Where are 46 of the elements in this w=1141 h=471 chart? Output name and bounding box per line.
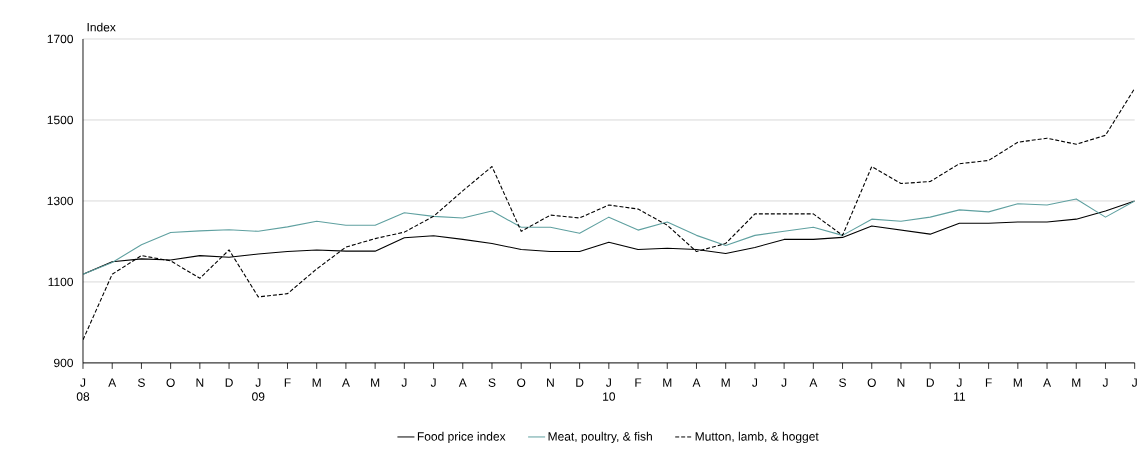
y-tick-label: 1700	[47, 34, 73, 44]
x-tick-label: J	[430, 378, 436, 387]
x-tick-label: A	[458, 378, 467, 387]
y-tick-label: 1300	[47, 196, 73, 206]
legend-label: Food price index	[417, 431, 506, 444]
x-tick-label: A	[1043, 378, 1052, 387]
x-tick-label: F	[635, 378, 642, 387]
x-tick-label: O	[166, 378, 175, 387]
x-tick-label: D	[576, 378, 584, 387]
x-tick-label: O	[517, 378, 526, 387]
x-tick-label: J	[752, 378, 758, 387]
x-tick-label: A	[341, 378, 350, 387]
x-tick-label: M	[371, 378, 380, 387]
x-tick-label: S	[137, 378, 145, 387]
x-tick-label: J	[781, 378, 787, 387]
x-tick-label: M	[721, 378, 730, 387]
x-tick-label: M	[312, 378, 321, 387]
x-tick-label: S	[839, 378, 846, 387]
x-tick-label: N	[897, 378, 905, 387]
x-tick-label: J 10	[603, 378, 616, 401]
x-tick-label: D	[926, 378, 934, 387]
x-tick-label: F	[985, 378, 992, 387]
x-tick-label: N	[196, 378, 204, 387]
x-tick-label: S	[488, 378, 496, 387]
x-tick-label: F	[284, 378, 291, 387]
y-tick-label: 1500	[47, 115, 73, 125]
legend-label: Meat, poultry, & fish	[548, 431, 652, 444]
x-tick-label: M	[1072, 378, 1081, 387]
x-tick-label: A	[692, 378, 701, 387]
x-tick-label: J	[1131, 378, 1137, 387]
x-tick-label: J 09	[252, 378, 265, 401]
x-tick-label: J	[401, 378, 407, 387]
legend-label: Mutton, lamb, & hogget	[695, 431, 819, 444]
x-tick-label: J 08	[76, 378, 90, 401]
y-tick-label: 900	[54, 358, 73, 368]
y-tick-label: 1100	[48, 277, 73, 287]
x-tick-label: M	[663, 378, 672, 387]
x-tick-label: A	[809, 378, 818, 387]
x-tick-label: N	[547, 378, 554, 387]
x-tick-label: M	[1013, 378, 1022, 387]
x-tick-label: A	[108, 378, 117, 387]
x-tick-label: D	[225, 378, 233, 387]
y-axis-title: Index	[87, 22, 116, 32]
x-tick-label: J 11	[954, 378, 966, 401]
x-tick-label: O	[867, 378, 876, 387]
x-tick-label: J	[1102, 378, 1108, 387]
